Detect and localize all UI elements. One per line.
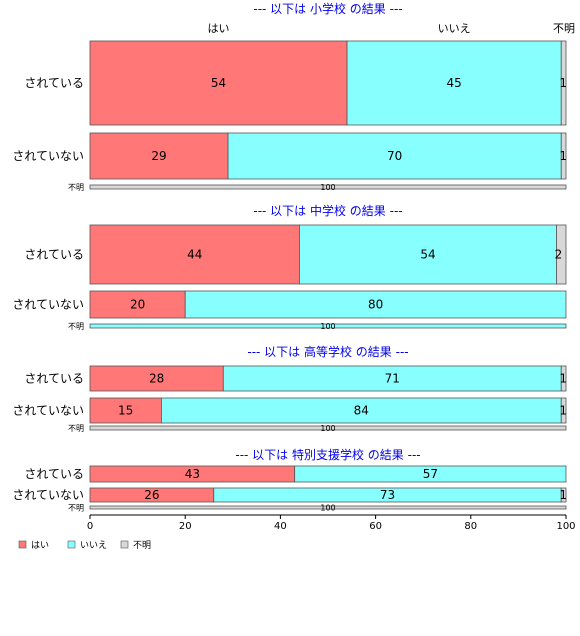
data-label: 73 (380, 488, 395, 502)
panel-title: --- 以下は 高等学校 の結果 --- (247, 344, 408, 359)
category-label: されていない (12, 488, 84, 502)
bar-segment (89, 397, 162, 424)
x-tick-label: 60 (369, 521, 382, 532)
bar-segment (184, 290, 567, 319)
panel-title: --- 以下は 小学校 の結果 --- (253, 1, 402, 16)
data-label: 100 (320, 322, 335, 331)
legend-swatch (120, 540, 129, 549)
x-tick-label: 40 (274, 521, 287, 532)
bar-segment (560, 40, 567, 126)
bar-segment (560, 487, 567, 503)
data-label: 44 (187, 248, 202, 262)
x-tick-label: 80 (464, 521, 477, 532)
data-label: 70 (387, 149, 402, 163)
bar-segment (89, 365, 224, 392)
data-label: 1 (559, 372, 567, 386)
data-label: 1 (559, 76, 567, 90)
category-label: されていない (12, 298, 84, 312)
bar-segment (89, 224, 300, 285)
bar-segment (89, 323, 567, 329)
legend-swatch (67, 540, 76, 549)
bar-segment (560, 132, 567, 180)
bar-segment (89, 505, 567, 510)
category-label: 不明 (68, 183, 84, 192)
data-label: 1 (559, 149, 567, 163)
legend-label: はい (31, 540, 49, 551)
legend-label: いいえ (80, 540, 107, 551)
legend-swatch (18, 540, 27, 549)
data-label: 100 (320, 424, 335, 433)
data-label: 1 (559, 488, 567, 502)
data-label: 54 (420, 248, 435, 262)
category-label: されている (24, 76, 84, 90)
data-label: 2 (555, 248, 563, 262)
bar-segment (89, 290, 186, 319)
data-label: 100 (320, 183, 335, 192)
category-label: されている (24, 372, 84, 386)
bar-segment (560, 365, 567, 392)
bar-segment (160, 397, 562, 424)
bar-segment (222, 365, 562, 392)
category-label: 不明 (68, 504, 84, 513)
panel-title: --- 以下は 中学校 の結果 --- (253, 203, 402, 218)
category-label: されていない (12, 149, 84, 163)
x-tick-label: 0 (87, 521, 93, 532)
data-label: 45 (446, 76, 461, 90)
series-header-label: はい (208, 22, 230, 35)
category-label: されていない (12, 404, 84, 418)
data-label: 20 (130, 298, 145, 312)
legend-label: 不明 (133, 540, 151, 551)
bar-segment (227, 132, 562, 180)
bar-segment (89, 425, 567, 431)
category-label: 不明 (68, 322, 84, 331)
x-tick-label: 20 (179, 521, 192, 532)
data-label: 15 (118, 404, 133, 418)
bar-segment (89, 40, 348, 126)
data-label: 1 (559, 404, 567, 418)
bar-segment (560, 397, 567, 424)
data-label: 28 (149, 372, 164, 386)
category-label: 不明 (68, 424, 84, 433)
data-label: 54 (211, 76, 226, 90)
bar-segment (294, 465, 567, 483)
data-label: 43 (185, 467, 200, 481)
bar-segment (556, 224, 567, 285)
series-header-label: 不明 (553, 22, 575, 35)
data-label: 71 (385, 372, 400, 386)
category-label: されている (24, 467, 84, 481)
data-label: 100 (320, 504, 335, 513)
bar-segment (346, 40, 562, 126)
bar-segment (89, 184, 567, 190)
data-label: 84 (354, 404, 369, 418)
x-tick-label: 100 (556, 521, 575, 532)
data-label: 57 (423, 467, 438, 481)
category-label: されている (24, 248, 84, 262)
data-label: 29 (151, 149, 166, 163)
series-header-label: いいえ (438, 22, 471, 35)
data-label: 26 (144, 488, 159, 502)
panel-title: --- 以下は 特別支援学校 の結果 --- (235, 447, 420, 462)
data-label: 80 (368, 298, 383, 312)
bar-segment (299, 224, 557, 285)
